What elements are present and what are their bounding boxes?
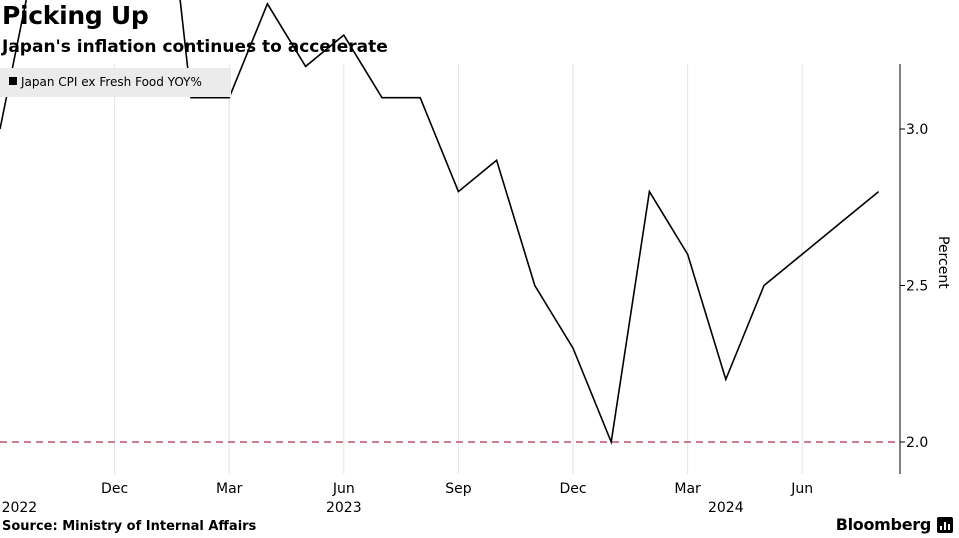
series-line-0 [0,0,880,445]
x-tick-label: Mar [674,481,701,497]
x-tick-label: Mar [216,481,243,497]
legend-label: Japan CPI ex Fresh Food YOY% [20,75,202,89]
x-year-label: 2023 [326,500,362,516]
source-note: Source: Ministry of Internal Affairs [2,519,257,534]
chart-title: Picking Up [2,1,149,30]
x-year-label: 2024 [708,500,744,516]
legend-swatch [9,77,17,85]
x-tick-label: Jun [790,481,813,497]
x-year-label: 2022 [2,500,38,516]
y-tick-label: 2.5 [906,279,928,295]
y-axis-label: Percent [935,236,951,289]
bloomberg-terminal-icon [937,517,953,533]
x-tick-label: Dec [559,481,586,497]
brand-logo: Bloomberg [835,515,932,534]
x-tick-label: Jun [332,481,355,497]
y-tick-label: 2.0 [906,435,928,451]
x-tick-label: Sep [445,481,472,497]
legend-box [0,68,231,97]
y-tick-label: 3.0 [906,122,928,138]
x-tick-label: Dec [101,481,128,497]
